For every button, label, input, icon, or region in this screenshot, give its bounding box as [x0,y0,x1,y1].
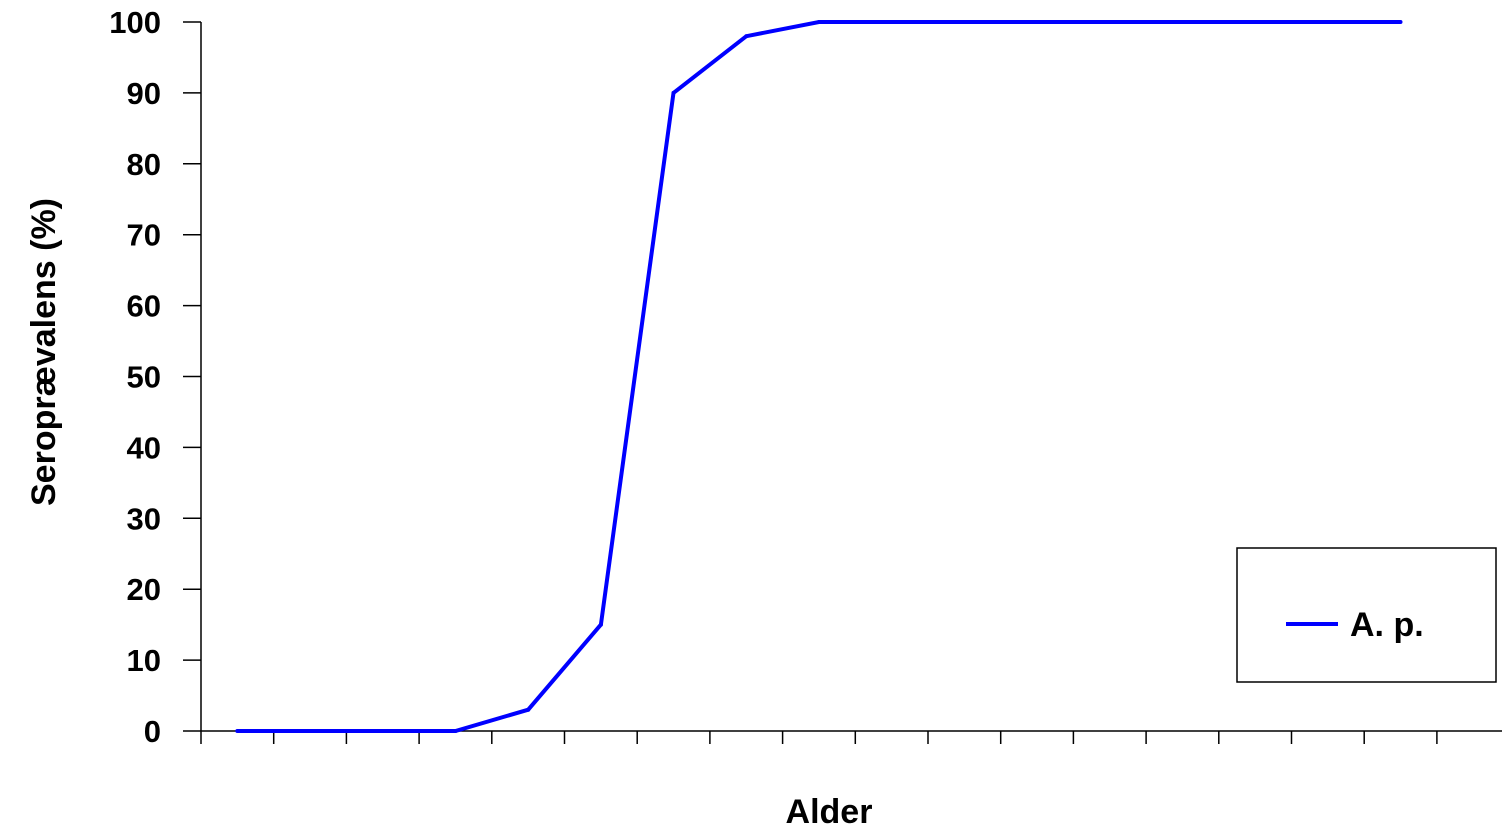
data-point [817,20,821,24]
x-axis-title: Alder [786,793,873,831]
y-tick-label: 80 [127,147,161,182]
y-tick-label: 90 [127,76,161,111]
data-point [1398,20,1403,24]
y-tick-label: 10 [127,643,161,678]
series-group [235,20,1403,733]
y-axis: 0 10 20 30 40 50 60 70 80 90 100 [109,5,202,749]
y-axis-title: Seroprævalens (%) [25,198,63,506]
y-tick-label: 100 [109,5,161,40]
data-point [235,729,240,733]
y-tick-label: 20 [127,572,161,607]
y-tick-label: 0 [144,714,161,749]
data-point [962,20,967,24]
data-point [744,34,749,39]
data-point [1325,20,1330,24]
data-point [308,729,313,733]
series-line-0 [237,20,1401,733]
data-point [671,90,676,95]
y-tick-label: 60 [127,289,161,324]
data-point [889,20,894,24]
y-tick-label: 30 [127,501,161,536]
data-point [1107,20,1112,24]
legend-box [1236,547,1497,683]
data-point [526,707,531,712]
data-point [380,729,385,733]
data-point [1035,20,1040,24]
legend-label-ap: A. p. [1350,606,1424,644]
data-point [1180,20,1185,24]
y-tick-label: 70 [127,218,161,253]
data-point [453,729,458,733]
y-tick-label: 40 [127,430,161,465]
legend: A. p. [1236,547,1497,683]
data-point [598,622,603,627]
y-tick-label: 50 [127,360,161,395]
data-point [1253,20,1258,24]
